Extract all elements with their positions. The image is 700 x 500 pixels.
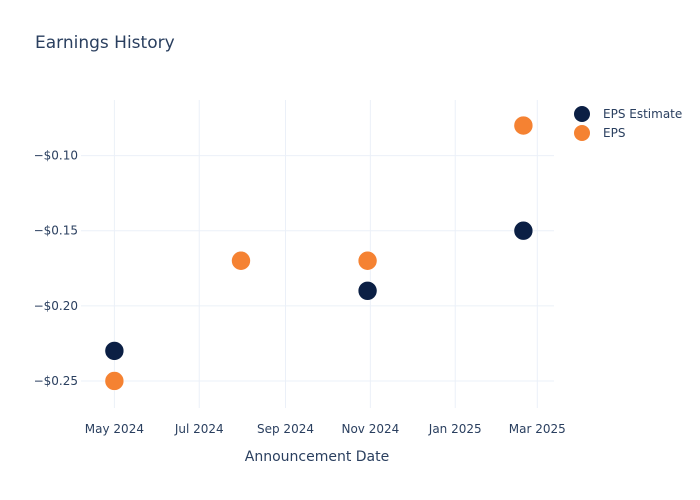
legend: EPS Estimate EPS	[574, 104, 682, 142]
legend-swatch-eps-estimate	[574, 105, 590, 122]
legend-label-eps: EPS	[603, 125, 626, 140]
data-points	[104, 115, 534, 391]
x-tick-label: Jul 2024	[174, 422, 224, 436]
y-tick-label: −$0.20	[34, 299, 78, 313]
point-eps-estimate[interactable]	[357, 281, 378, 301]
chart-title: Earnings History	[35, 33, 175, 53]
grid-lines	[81, 100, 554, 408]
x-axis-ticks: May 2024 Jul 2024 Sep 2024 Nov 2024 Jan 2025…	[85, 422, 566, 436]
y-axis-ticks: −$0.25 −$0.20 −$0.15 −$0.10	[34, 149, 78, 388]
point-eps[interactable]	[513, 115, 534, 136]
point-eps-estimate[interactable]	[104, 341, 125, 361]
y-tick-label: −$0.10	[34, 149, 78, 163]
point-eps[interactable]	[231, 250, 251, 271]
x-tick-label: Mar 2025	[509, 422, 566, 436]
x-tick-label: Nov 2024	[341, 422, 399, 436]
x-tick-label: Sep 2024	[257, 422, 314, 436]
x-tick-label: May 2024	[85, 422, 144, 436]
legend-swatch-eps	[574, 124, 590, 141]
y-tick-label: −$0.15	[34, 224, 78, 238]
x-tick-label: Jan 2025	[428, 422, 482, 436]
point-eps[interactable]	[104, 371, 125, 391]
legend-item-eps-estimate[interactable]: EPS Estimate	[574, 104, 682, 123]
x-axis-title: Announcement Date	[245, 449, 389, 465]
legend-label-eps-estimate: EPS Estimate	[603, 106, 683, 121]
point-eps[interactable]	[357, 250, 378, 271]
point-eps-estimate[interactable]	[513, 220, 534, 241]
y-tick-label: −$0.25	[34, 374, 78, 388]
legend-item-eps[interactable]: EPS	[574, 123, 682, 142]
